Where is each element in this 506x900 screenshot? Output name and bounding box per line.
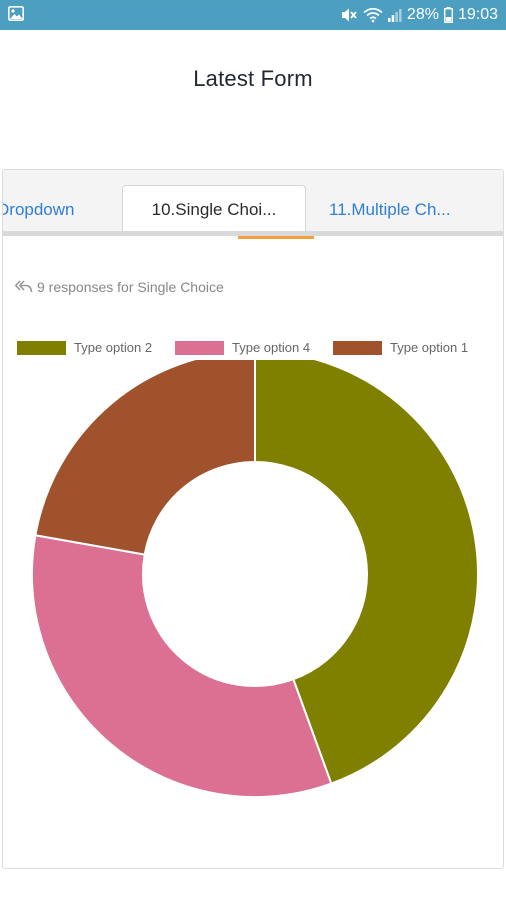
legend-swatch [333,340,382,355]
tab-multiple-choice[interactable]: 11.Multiple Ch... [329,200,451,219]
legend-label: Type option 1 [390,340,469,355]
donut-slice-1[interactable] [254,360,479,785]
question-results-card: Dropdown 10.Single Choi... 11.Multiple C… [2,169,504,869]
legend-label: Type option 2 [74,340,153,355]
responses-summary: 9 responses for Single Choice [15,279,224,295]
tab-single-choice[interactable]: 10.Single Choi... [122,185,306,231]
legend-swatch [175,340,224,355]
donut-slice-3[interactable] [34,360,256,556]
legend-swatch [17,340,66,355]
battery-percent: 28% [406,6,439,23]
donut-slice-2[interactable] [31,534,333,798]
legend-item[interactable]: Type option 1 [333,340,468,355]
legend-item[interactable]: Type option 2 [17,340,152,355]
page-title: Latest Form [193,66,313,91]
legend-label: Type option 4 [232,340,311,355]
donut-chart [31,360,479,798]
mute-icon [341,8,357,22]
status-bar: 28% 19:03 [0,0,506,30]
legend-item[interactable]: Type option 4 [175,340,310,355]
clock: 19:03 [457,6,498,23]
tab-dropdown[interactable]: Dropdown [3,200,75,219]
reply-all-icon [15,280,33,293]
responses-text: 9 responses for Single Choice [37,279,224,295]
signal-icon [387,9,402,22]
gallery-notification-icon [8,6,24,21]
question-tabs[interactable]: Dropdown 10.Single Choi... 11.Multiple C… [3,170,503,236]
chart-legend: Type option 2 Type option 4 Type option … [17,340,497,360]
active-tab-indicator [238,236,314,239]
battery-icon [443,7,453,23]
wifi-icon [363,7,383,23]
